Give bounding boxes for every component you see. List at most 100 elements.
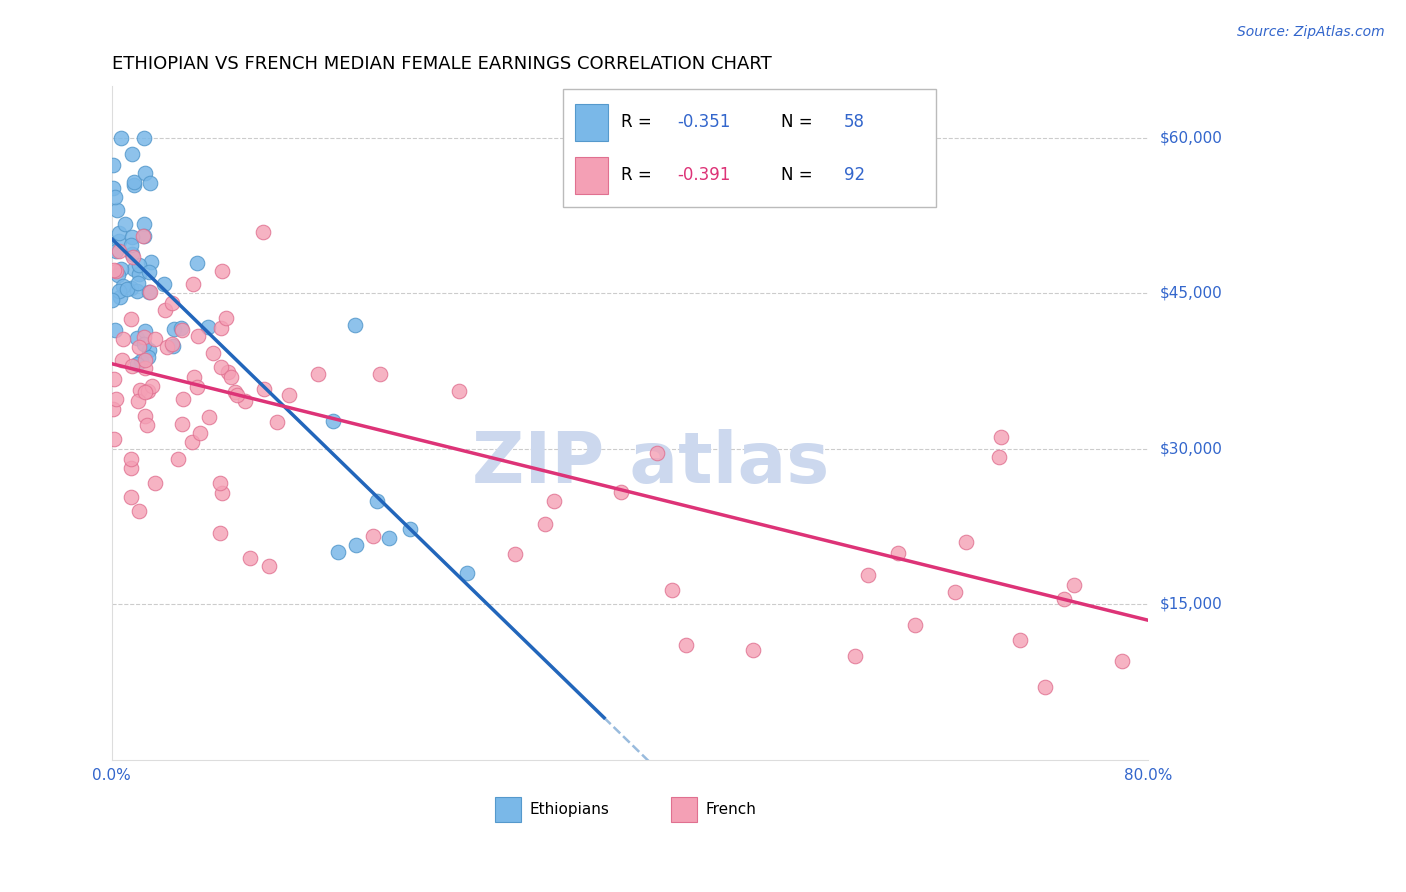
Point [104, 263, 127, 277]
Point [107, 234, 129, 248]
Text: $60,000: $60,000 [1160, 130, 1222, 145]
Point [141, 254, 163, 268]
Point [139, 285, 162, 300]
Point [138, 285, 160, 300]
Bar [575, 157, 609, 194]
Point [344, 538, 367, 552]
Text: -0.351: -0.351 [678, 113, 731, 131]
Point [125, 284, 148, 298]
Point [368, 367, 391, 381]
Point [139, 176, 162, 190]
Point [152, 277, 174, 292]
Point [145, 475, 167, 490]
Point [160, 295, 183, 310]
Point [128, 267, 150, 281]
Point [122, 262, 145, 277]
Point [209, 360, 232, 375]
Point [645, 172, 668, 186]
Point [134, 385, 156, 400]
Point [141, 379, 163, 393]
Point [103, 402, 125, 417]
Point [858, 567, 880, 582]
Point [108, 290, 131, 304]
Text: 92: 92 [844, 166, 865, 185]
Point [129, 354, 152, 368]
Point [124, 176, 146, 190]
Point [104, 323, 127, 337]
Point [361, 529, 384, 543]
Point [127, 276, 149, 290]
Point [172, 392, 194, 406]
Point [103, 181, 125, 195]
Point [103, 372, 125, 386]
Point [239, 550, 262, 565]
Text: R =: R = [620, 113, 657, 131]
Point [322, 414, 344, 428]
Point [108, 284, 131, 298]
Point [120, 312, 142, 326]
Point [101, 157, 124, 171]
Point [661, 583, 683, 598]
Point [201, 346, 224, 360]
Point [233, 393, 256, 408]
Point [1111, 654, 1133, 668]
Text: R =: R = [620, 166, 657, 185]
Point [741, 642, 763, 657]
Point [138, 343, 160, 357]
Point [132, 217, 155, 231]
Point [128, 258, 150, 272]
Point [136, 384, 159, 398]
Point [1033, 680, 1056, 694]
Point [378, 531, 401, 545]
Point [127, 331, 149, 345]
Point [122, 250, 145, 264]
Point [187, 329, 209, 343]
Point [844, 649, 866, 664]
Point [121, 359, 143, 373]
Point [110, 130, 132, 145]
Point [107, 226, 129, 240]
Text: Source: ZipAtlas.com: Source: ZipAtlas.com [1237, 25, 1385, 39]
Point [399, 522, 422, 536]
Point [197, 320, 219, 334]
Point [887, 546, 910, 560]
Point [134, 166, 156, 180]
Point [103, 262, 125, 277]
Point [181, 435, 204, 450]
Point [211, 264, 233, 278]
Point [114, 217, 136, 231]
Point [121, 230, 143, 244]
Point [121, 247, 143, 261]
Point [138, 265, 160, 279]
Point [183, 369, 205, 384]
Text: -0.391: -0.391 [678, 166, 731, 185]
Point [101, 293, 124, 308]
Point [129, 383, 152, 397]
Text: French: French [706, 802, 756, 817]
Point [134, 130, 156, 145]
Point [132, 336, 155, 351]
Point [257, 559, 280, 574]
Point [943, 585, 966, 599]
Text: Ethiopians: Ethiopians [530, 802, 609, 817]
Point [160, 337, 183, 351]
Point [277, 387, 299, 401]
Point [217, 365, 239, 379]
Point [215, 311, 238, 326]
Point [121, 146, 143, 161]
Point [343, 318, 366, 332]
Text: $15,000: $15,000 [1160, 597, 1222, 612]
Bar [672, 797, 697, 822]
Point [120, 461, 142, 475]
Point [110, 262, 132, 277]
Point [266, 416, 288, 430]
Point [366, 494, 388, 508]
Point [190, 425, 212, 440]
Point [127, 394, 149, 409]
Point [105, 202, 128, 217]
Point [647, 446, 669, 460]
Point [138, 350, 160, 364]
Point [253, 382, 276, 396]
Point [1063, 578, 1085, 592]
Point [105, 392, 128, 407]
